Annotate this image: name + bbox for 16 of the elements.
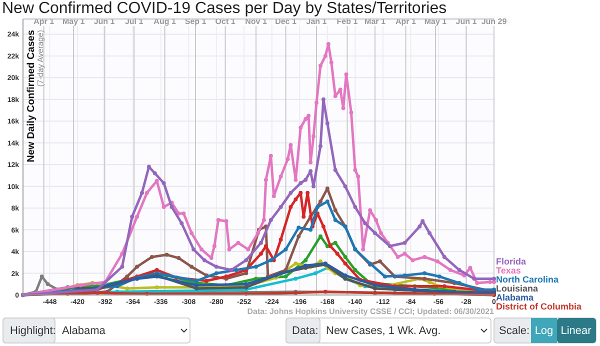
series-label: Louisiana [496,284,539,294]
text: Linear [560,325,592,337]
series-label: Florida [496,256,527,266]
text: Scale: [499,325,530,337]
text: Log [534,325,554,337]
text: New Cases, 1 Wk. Avg. [326,325,441,337]
text: Data: Johns Hopkins University CSSE / CCI; Updated: 06/30/2021 [247,307,495,316]
series-label: Texas [496,266,521,276]
series-label: District of Columbia [496,302,582,312]
series-label: Alabama [496,292,535,302]
text: Alabama [62,325,106,337]
y-axis-title: New Daily Confirmed Cases (7-day Average) [26,30,45,162]
series-label: North Carolina [496,274,560,284]
text: Data: [292,325,318,337]
text: Highlight: [10,325,56,337]
chart-title: New Confirmed COVID-19 Cases per Day by States/Territories [2,0,447,17]
